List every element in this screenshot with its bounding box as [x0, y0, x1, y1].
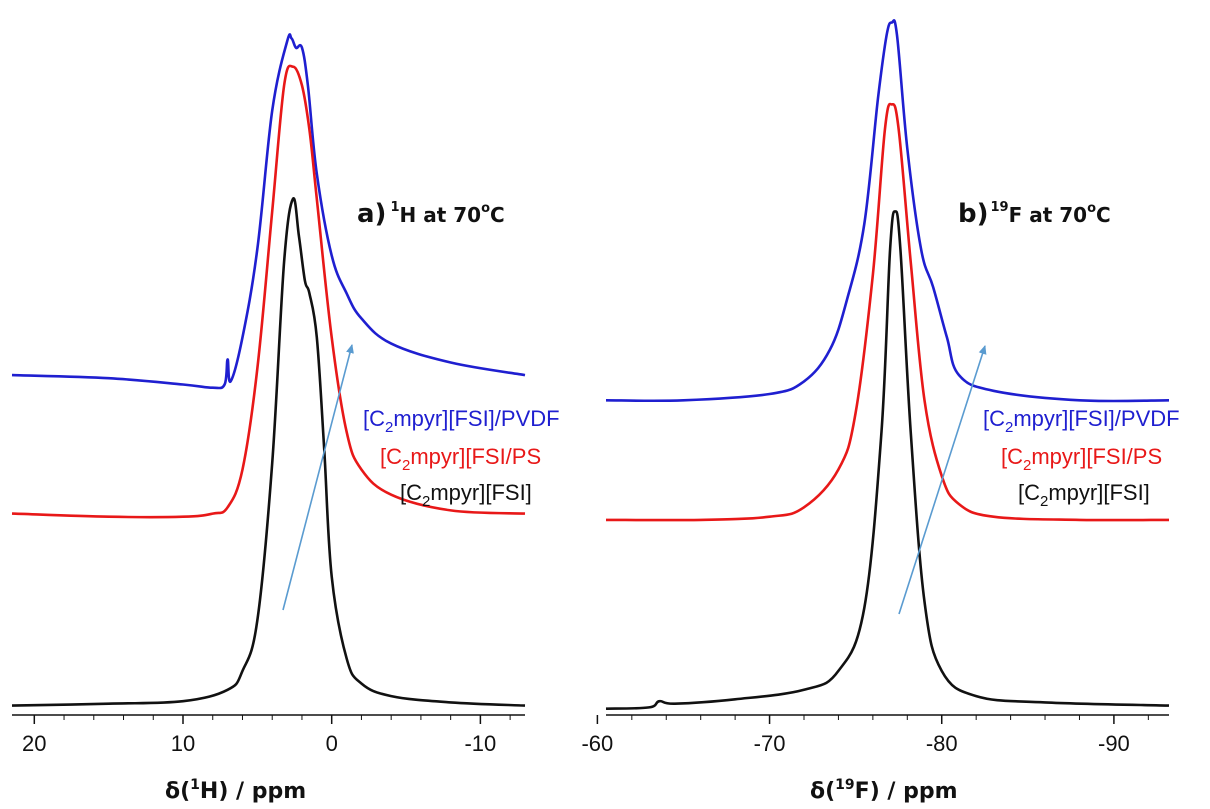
- panel-a-title-label: a): [357, 199, 386, 229]
- panel-a-title-nucleus: H: [399, 203, 416, 227]
- panel-b: -60 -70 -80 -90 b) 19F at 70oC [C2mpyr][FSI]…: [581, 19, 1180, 804]
- panel-a-title-isotope: 1: [390, 200, 399, 215]
- panel-b-title-rest: at 70: [1022, 203, 1087, 227]
- panel-b-tick-label: -70: [754, 731, 786, 756]
- panel-a-title-degree: o: [481, 201, 490, 216]
- panel-b-x-axis-title: δ(19F) / ppm: [810, 777, 958, 804]
- panel-b-tick-label: -80: [926, 731, 958, 756]
- panel-a-legend: [C2mpyr][FSI]/PVDF [C2mpyr][FSI/PS [C2mp…: [363, 406, 560, 510]
- panel-b-tick-label: -60: [581, 731, 613, 756]
- panel-a-title-rest: at 70: [416, 203, 481, 227]
- panel-a-tick-label: 20: [22, 731, 46, 756]
- panel-a-x-axis-title: δ(1H) / ppm: [165, 777, 306, 804]
- panel-a-legend-neat: [C2mpyr][FSI]: [400, 480, 532, 510]
- panel-b-title-unit: C: [1096, 203, 1111, 227]
- panel-b-title-label: b): [958, 199, 989, 229]
- panel-a-title-unit: C: [490, 203, 505, 227]
- panel-a-legend-pvdf: [C2mpyr][FSI]/PVDF: [363, 406, 560, 436]
- panel-b-series-pvdf: [605, 19, 1170, 403]
- panel-b-legend-ps: [C2mpyr][FSI/PS: [1001, 444, 1162, 474]
- panel-a-title: a) 1H at 70oC: [357, 199, 505, 229]
- panel-b-ticks: -60 -70 -80 -90: [581, 715, 1149, 756]
- panel-a-trend-arrow: [282, 344, 354, 611]
- panel-b-series-neat: [605, 210, 1170, 710]
- panel-b-series-ps: [605, 102, 1170, 522]
- panel-b-legend-neat: [C2mpyr][FSI]: [1018, 480, 1150, 510]
- panel-b-title: b) 19F at 70oC: [958, 199, 1111, 229]
- panel-b-legend-pvdf: [C2mpyr][FSI]/PVDF: [983, 406, 1180, 436]
- panel-a-tick-label: 0: [326, 731, 338, 756]
- panel-a-plot: [11, 33, 526, 707]
- panel-a-tick-label: 10: [171, 731, 195, 756]
- panel-b-trend-arrow: [898, 345, 987, 615]
- panel-b-plot: [605, 19, 1170, 710]
- panel-a-series-ps: [11, 64, 526, 519]
- panel-b-tick-label: -90: [1098, 731, 1130, 756]
- panel-b-title-nucleus: F: [1009, 203, 1023, 227]
- panel-b-title-isotope: 19: [991, 200, 1009, 215]
- panel-a-series-pvdf: [11, 33, 526, 390]
- panel-a: 20 10 0 -10 a) 1H at 70oC [C2mpyr][FSI]/PVDF…: [11, 33, 560, 804]
- panel-a-tick-label: -10: [464, 731, 496, 756]
- panel-a-ticks: 20 10 0 -10: [22, 715, 511, 756]
- panel-a-legend-ps: [C2mpyr][FSI/PS: [380, 444, 541, 474]
- panel-a-series-neat: [11, 197, 526, 707]
- panel-b-legend: [C2mpyr][FSI]/PVDF [C2mpyr][FSI/PS [C2mp…: [983, 406, 1180, 510]
- panel-b-title-degree: o: [1087, 201, 1096, 216]
